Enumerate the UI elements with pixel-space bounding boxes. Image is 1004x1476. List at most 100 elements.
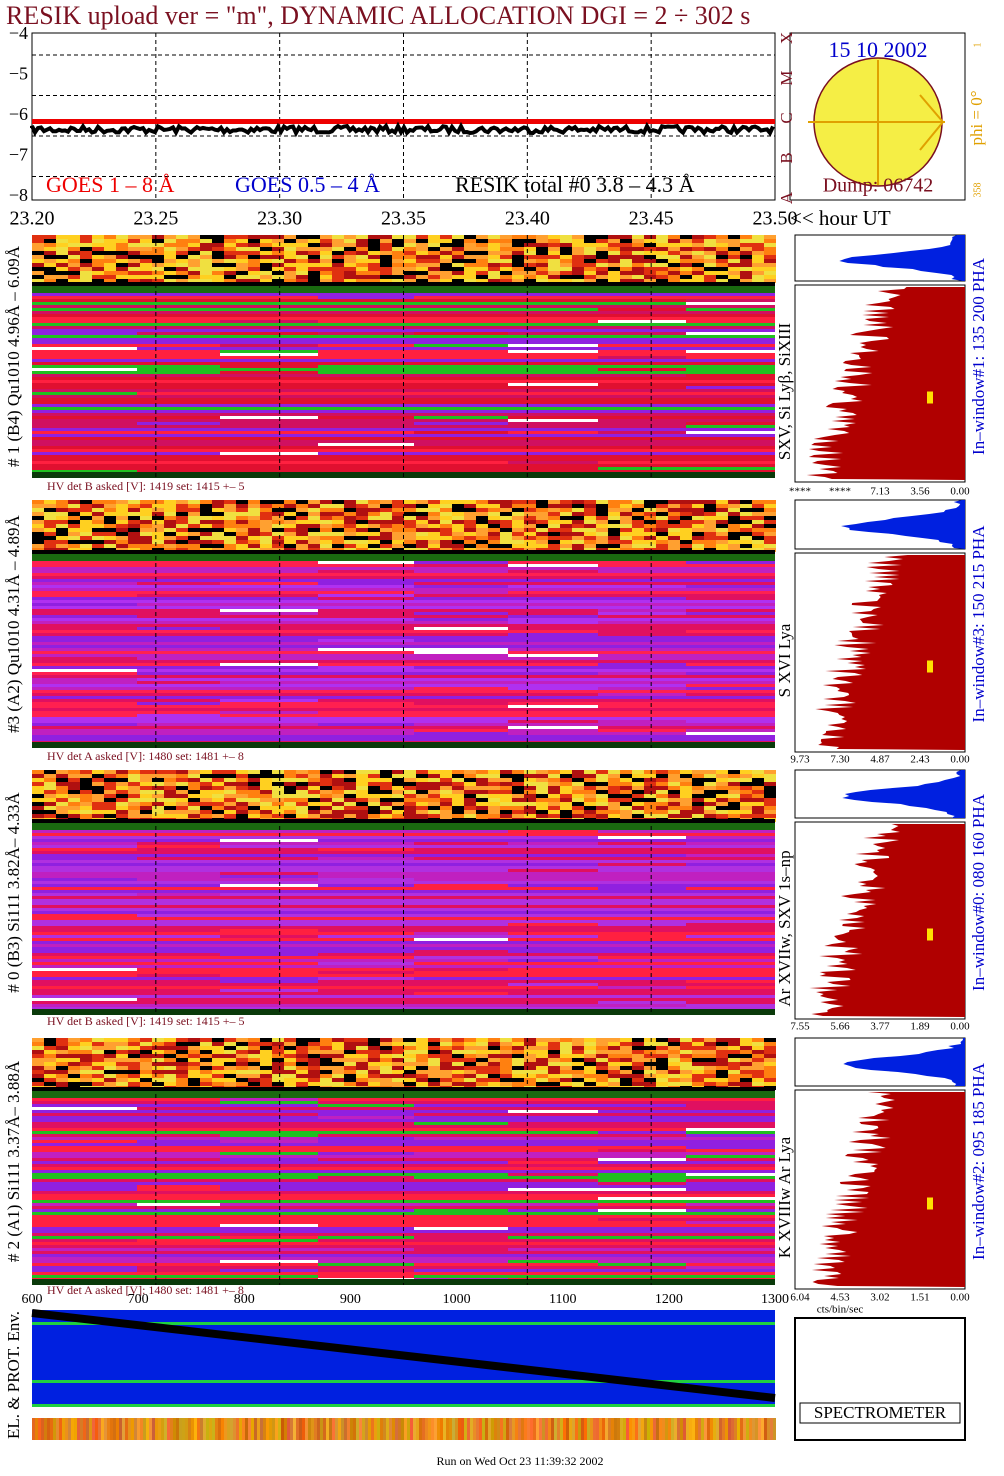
- header-strip: [356, 782, 368, 786]
- header-strip: [440, 794, 452, 798]
- header-strip: [584, 528, 596, 532]
- header-strip: [44, 1070, 56, 1074]
- header-strip: [620, 279, 632, 283]
- header-strip: [236, 778, 248, 782]
- header-strip: [356, 770, 368, 774]
- header-strip: [284, 500, 296, 504]
- spectrum-strip: [220, 392, 318, 395]
- header-strip: [260, 774, 272, 778]
- spectrum-strip: [508, 863, 598, 866]
- header-strip: [716, 279, 728, 283]
- spectrum-strip: [137, 1104, 220, 1107]
- header-strip: [380, 251, 392, 255]
- header-strip: [440, 802, 452, 806]
- header-strip: [128, 508, 140, 512]
- spectrum-strip: [220, 440, 318, 443]
- spectrum-strip: [32, 875, 137, 878]
- spectrum-strip: [686, 609, 775, 612]
- spectrum-strip: [508, 434, 598, 437]
- spectrum-strip: [137, 621, 220, 624]
- header-strip: [512, 243, 524, 247]
- header-strip: [260, 1058, 272, 1062]
- header-strip: [68, 247, 80, 251]
- header-strip: [44, 275, 56, 279]
- header-strip: [680, 267, 692, 271]
- spectrum-strip: [32, 920, 137, 923]
- spectrum-strip: [137, 1161, 220, 1164]
- spectrum-strip: [686, 935, 775, 938]
- header-strip: [500, 544, 512, 548]
- spectrum-strip: [414, 344, 508, 347]
- header-strip: [92, 814, 104, 818]
- header-strip: [320, 790, 332, 794]
- spectrum-strip: [508, 983, 598, 986]
- spectrum-strip: [318, 1101, 414, 1104]
- header-strip: [596, 532, 608, 536]
- header-strip: [728, 1042, 740, 1046]
- header-strip: [680, 1078, 692, 1082]
- header-strip: [464, 770, 476, 774]
- spectrum-strip: [414, 699, 508, 702]
- header-strip: [92, 1038, 104, 1042]
- header-strip: [56, 520, 68, 524]
- header-strip: [680, 786, 692, 790]
- header-strip: [488, 1066, 500, 1070]
- header-strip: [56, 528, 68, 532]
- spectrum-strip: [508, 893, 598, 896]
- spectrum-strip: [598, 627, 686, 630]
- header-strip: [632, 520, 644, 524]
- spectrum-strip: [137, 941, 220, 944]
- header-strip: [56, 508, 68, 512]
- header-strip: [164, 1066, 176, 1070]
- header-strip: [140, 500, 152, 504]
- header-strip: [332, 1070, 344, 1074]
- header-strip: [260, 782, 272, 786]
- header-strip: [512, 1046, 524, 1050]
- header-strip: [680, 532, 692, 536]
- spectrum-strip: [318, 401, 414, 404]
- spectrum-strip: [686, 1101, 775, 1104]
- header-strip: [104, 802, 116, 806]
- header-strip: [224, 263, 236, 267]
- header-strip: [476, 798, 488, 802]
- spectrum-strip: [137, 344, 220, 347]
- header-strip: [212, 532, 224, 536]
- header-strip: [440, 1046, 452, 1050]
- spectrum-strip: [508, 642, 598, 645]
- spectrum-strip: [686, 1110, 775, 1113]
- header-strip: [716, 814, 728, 818]
- spectrum-strip: [508, 615, 598, 618]
- header-strip: [248, 504, 260, 508]
- header-strip: [764, 536, 776, 540]
- y-tick-label: −5: [9, 64, 28, 84]
- spectrum-strip: [318, 392, 414, 395]
- spectrum-strip: [686, 1004, 775, 1007]
- header-strip: [476, 782, 488, 786]
- header-strip: [476, 247, 488, 251]
- header-strip: [416, 1078, 428, 1082]
- spectrum-strip: [508, 839, 598, 842]
- header-strip: [464, 271, 476, 275]
- header-strip: [344, 243, 356, 247]
- spectrum-strip: [598, 917, 686, 920]
- header-strip: [560, 1082, 572, 1086]
- header-strip: [728, 500, 740, 504]
- spectrum-strip: [318, 561, 414, 564]
- header-strip: [740, 814, 752, 818]
- spectrum-strip: [137, 609, 220, 612]
- header-strip: [596, 786, 608, 790]
- header-strip: [572, 247, 584, 251]
- spectrum-strip: [32, 923, 137, 926]
- header-strip: [464, 516, 476, 520]
- header-strip: [260, 1074, 272, 1078]
- header-strip: [584, 790, 596, 794]
- header-strip: [416, 814, 428, 818]
- header-strip: [368, 504, 380, 508]
- header-strip: [368, 267, 380, 271]
- header-strip: [488, 1038, 500, 1042]
- header-strip: [380, 235, 392, 239]
- header-strip: [152, 1042, 164, 1046]
- header-strip: [668, 802, 680, 806]
- header-strip: [56, 1062, 68, 1066]
- spectrum-strip: [137, 461, 220, 464]
